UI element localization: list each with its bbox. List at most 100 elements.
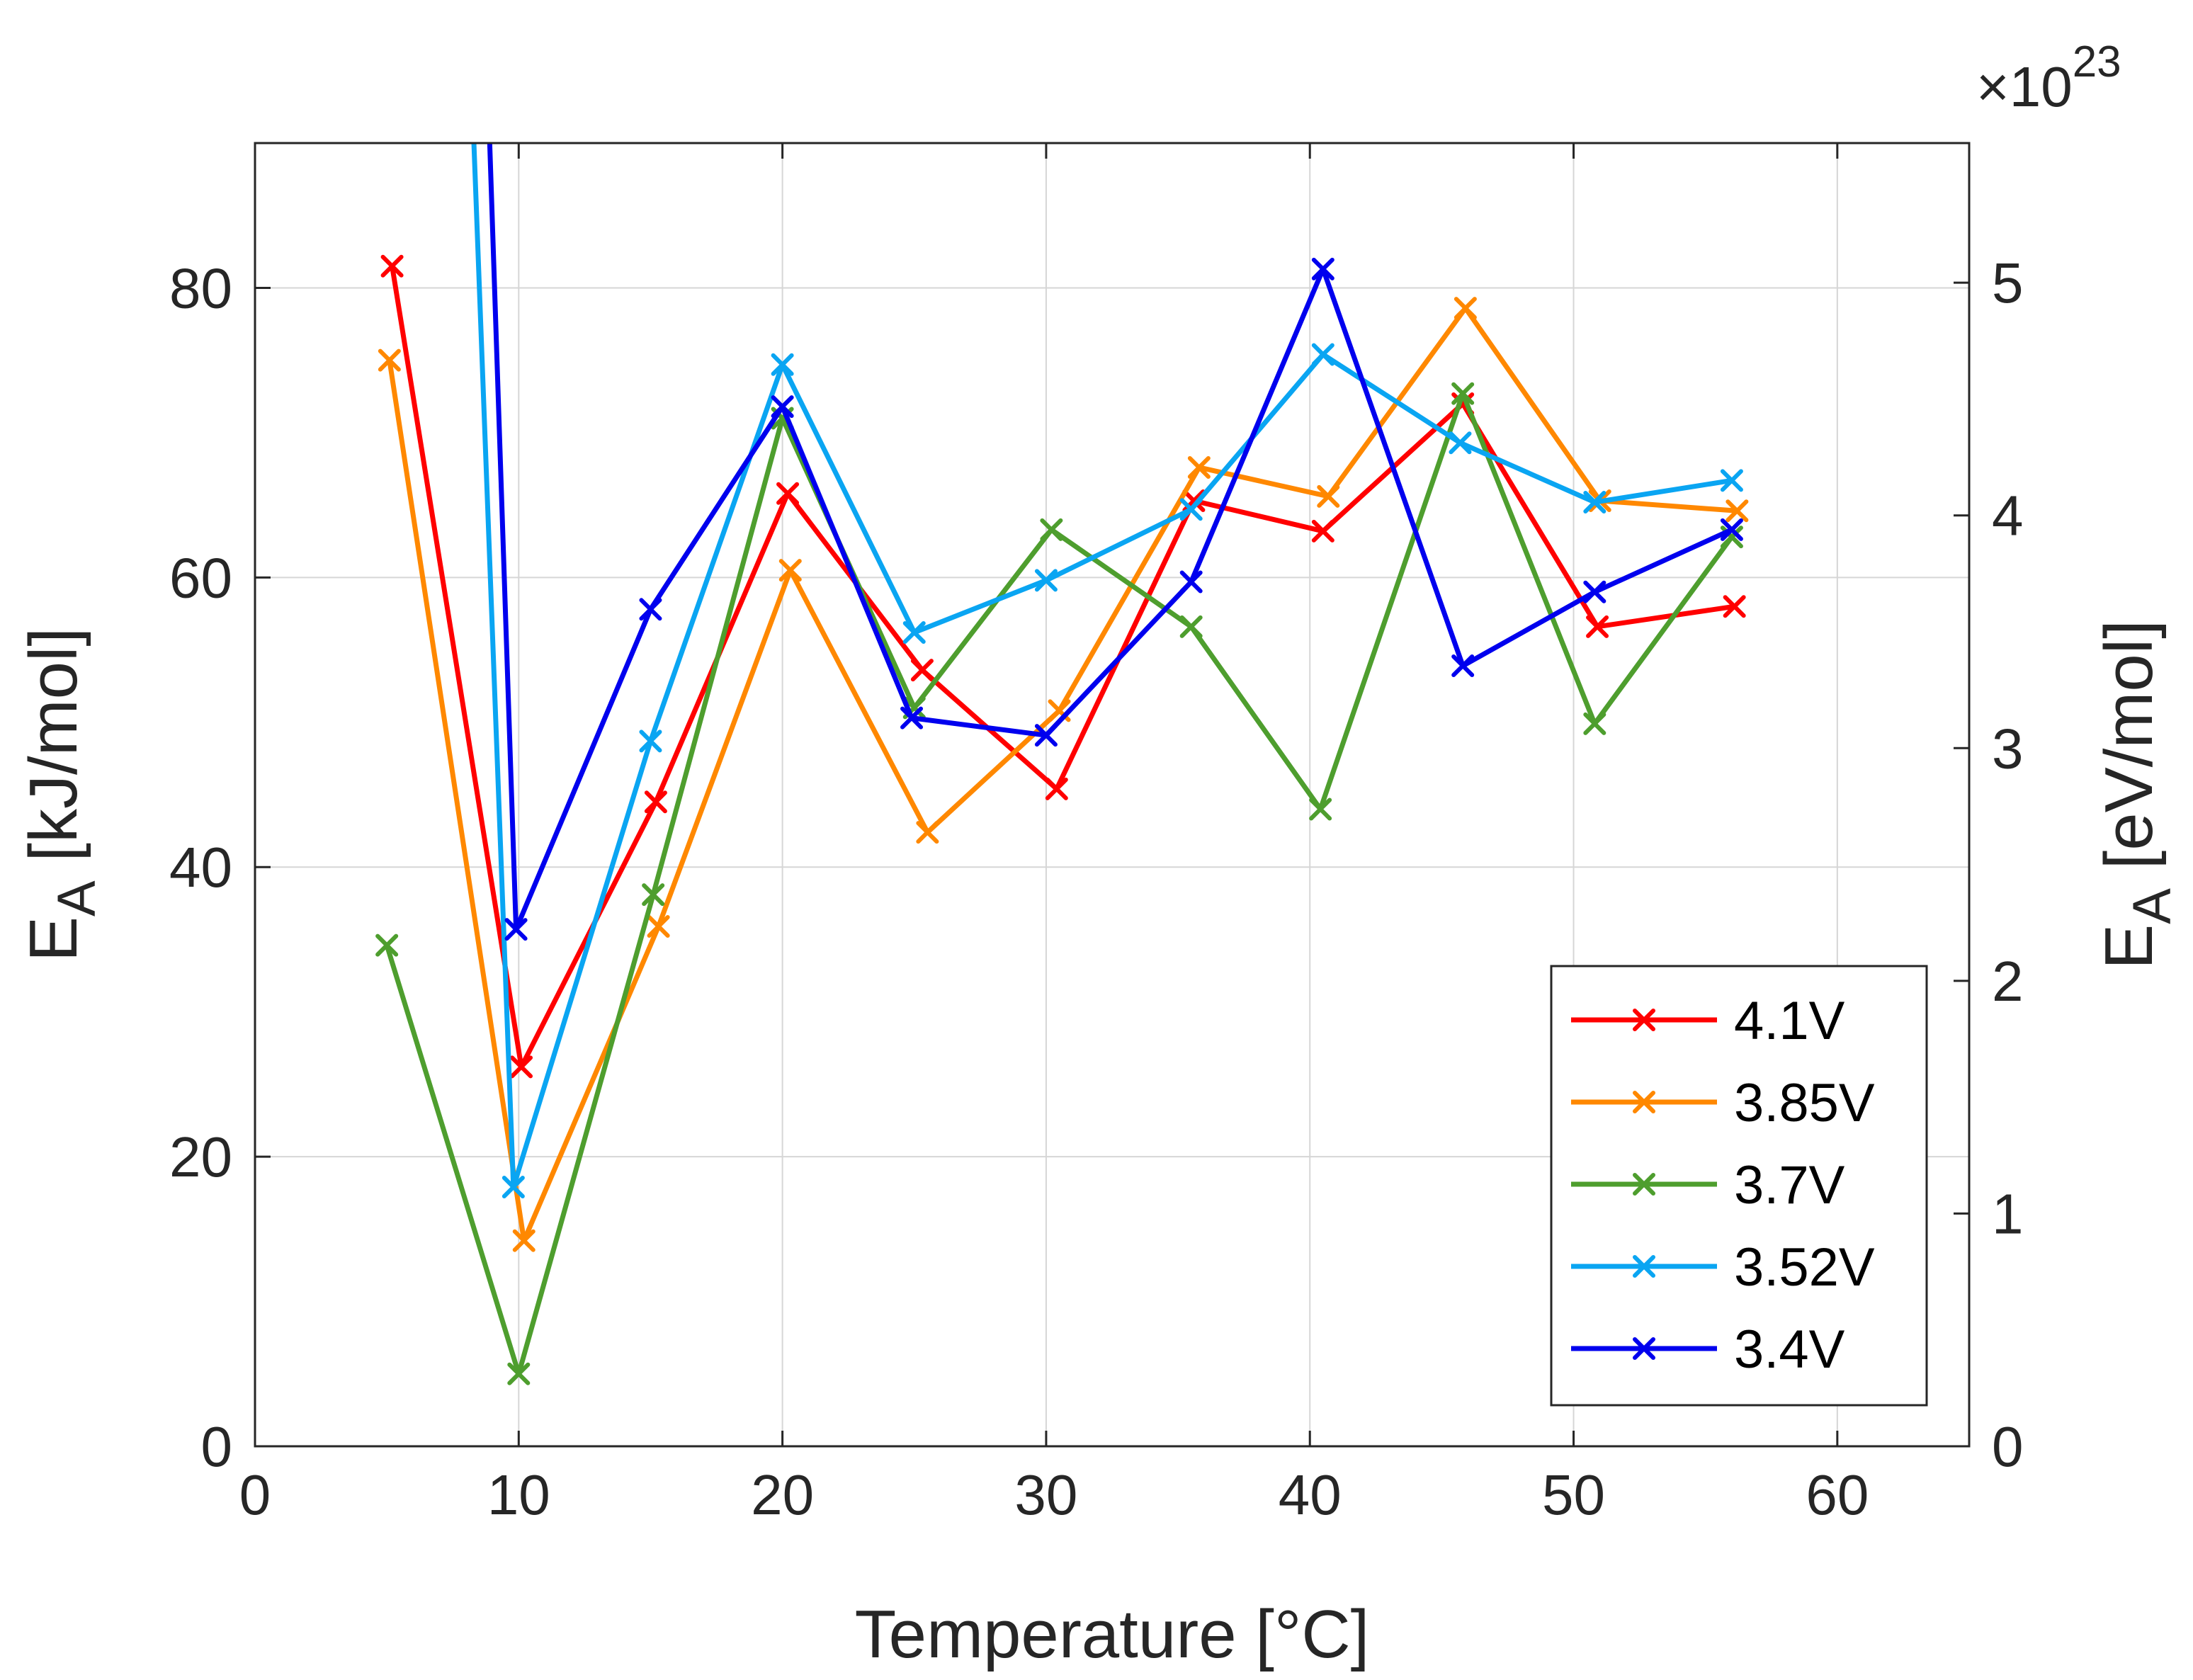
y2-tick-label: 2 — [1992, 950, 2024, 1013]
y-axis-title: EA [kJ/mol] — [16, 628, 107, 962]
grid — [255, 143, 1969, 1446]
data-point-3-85v — [647, 915, 670, 938]
legend-marker-3-52v — [1633, 1255, 1655, 1278]
legend-marker-3-7v — [1633, 1173, 1655, 1196]
legend-marker-3-85v — [1633, 1091, 1655, 1113]
y2-axis-title-main: E — [2091, 924, 2167, 970]
data-point-4-1v — [380, 254, 404, 278]
y-axis-title-main: E — [16, 916, 91, 962]
data-point-3-52v — [1720, 469, 1743, 492]
y2-multiplier-prefix: ×10 — [1976, 55, 2073, 118]
data-point-3-4v — [1720, 518, 1743, 541]
data-point-3-4v — [1451, 654, 1475, 678]
data-point-4-1v — [1586, 615, 1609, 638]
data-point-3-4v — [1311, 257, 1334, 280]
y2-tick-label: 5 — [1992, 251, 2024, 314]
data-point-3-7v — [642, 883, 665, 907]
y2-tick-label: 3 — [1992, 717, 2024, 780]
data-point-3-4v — [771, 395, 794, 419]
y2-tick-label: 0 — [1992, 1415, 2024, 1478]
y-tick-label: 60 — [169, 546, 232, 609]
y-axis-title-unit: [kJ/mol] — [16, 628, 91, 880]
y2-axis-multiplier: ×1023 — [1976, 38, 2121, 118]
data-point-3-85v — [1187, 455, 1211, 479]
legend-item-3-7v[interactable]: 3.7V — [1571, 1155, 1845, 1215]
y2-axis-title-unit: [eV/mol] — [2091, 620, 2167, 888]
legend[interactable]: 4.1V 3.85V 3.7V 3.52V 3.4V — [1550, 965, 1928, 1407]
legend-item-3-85v[interactable]: 3.85V — [1571, 1073, 1875, 1133]
y2-tick-label: 1 — [1992, 1182, 2024, 1245]
legend-item-4-1v[interactable]: 4.1V — [1571, 991, 1845, 1051]
series-3-4v — [487, 143, 1743, 941]
series-3-7v — [375, 382, 1743, 1385]
data-point-3-52v — [1449, 431, 1472, 455]
series-4-1v — [380, 254, 1746, 1079]
legend-item-3-4v[interactable]: 3.4V — [1571, 1319, 1845, 1380]
data-point-3-7v — [375, 933, 399, 957]
data-point-3-4v — [1179, 570, 1203, 594]
data-point-3-4v — [1034, 724, 1058, 747]
x-tick-label: 60 — [1806, 1463, 1869, 1526]
data-point-3-7v — [1583, 712, 1606, 735]
legend-marker-3-4v — [1633, 1337, 1655, 1360]
data-point-3-85v — [1454, 297, 1477, 320]
legend-label-3-52v: 3.52V — [1734, 1237, 1875, 1298]
series-3-52v — [471, 143, 1743, 1199]
data-point-4-1v — [910, 659, 934, 682]
legend-label-3-4v: 3.4V — [1734, 1319, 1845, 1380]
data-point-3-7v — [1309, 798, 1332, 821]
x-axis-title: Temperature [°C] — [855, 1596, 1370, 1672]
legend-marker-4-1v — [1633, 1009, 1655, 1031]
data-point-3-85v — [1726, 499, 1749, 523]
legend-label-3-7v: 3.7V — [1734, 1155, 1845, 1215]
data-point-3-4v — [1583, 580, 1606, 603]
data-point-3-7v — [1179, 615, 1203, 638]
data-point-4-1v — [1311, 519, 1334, 543]
data-point-3-4v — [639, 598, 662, 621]
x-tick-label: 10 — [487, 1463, 550, 1526]
data-point-3-85v — [916, 821, 939, 844]
data-point-3-52v — [1583, 491, 1606, 514]
data-point-3-52v — [1179, 498, 1203, 521]
data-point-3-52v — [502, 1176, 525, 1199]
data-point-4-1v — [1045, 777, 1068, 800]
data-point-3-52v — [902, 621, 926, 645]
data-point-4-1v — [776, 482, 800, 505]
x-tick-label: 20 — [751, 1463, 814, 1526]
data-point-3-85v — [1317, 484, 1340, 508]
data-point-3-85v — [512, 1229, 536, 1252]
svg-text:EA [kJ/mol]: EA [kJ/mol] — [16, 628, 107, 962]
svg-text:EA [eV/mol]: EA [eV/mol] — [2091, 620, 2182, 970]
plot-area-frame — [254, 142, 1971, 1448]
y-tick-label: 0 — [201, 1415, 233, 1478]
y2-tick-label: 4 — [1992, 484, 2024, 547]
x-axis-ticks: 0 10 20 30 40 50 60 — [239, 143, 1869, 1526]
data-point-3-52v — [1034, 569, 1058, 592]
legend-label-4-1v: 4.1V — [1734, 991, 1845, 1051]
x-tick-label: 40 — [1279, 1463, 1342, 1526]
data-point-4-1v — [510, 1055, 533, 1079]
data-point-3-52v — [1311, 343, 1334, 366]
data-point-3-7v — [1040, 518, 1063, 541]
y-tick-label: 80 — [169, 256, 232, 319]
x-tick-label: 0 — [239, 1463, 271, 1526]
y-axis-ticks: 0 20 40 60 80 — [169, 256, 271, 1478]
y-tick-label: 40 — [169, 836, 232, 899]
data-point-3-52v — [771, 353, 794, 376]
legend-label-3-85v: 3.85V — [1734, 1073, 1875, 1133]
x-tick-label: 50 — [1542, 1463, 1605, 1526]
y2-axis-title-sub: A — [2122, 888, 2182, 924]
data-point-3-4v — [504, 918, 528, 941]
data-point-3-52v — [639, 730, 662, 753]
y-tick-label: 20 — [169, 1125, 232, 1188]
y2-axis-title: EA [eV/mol] — [2091, 620, 2182, 970]
data-point-3-7v — [1451, 382, 1475, 405]
data-point-3-85v — [378, 348, 401, 372]
series-layer — [375, 143, 1749, 1385]
data-point-4-1v — [1723, 595, 1746, 618]
legend-item-3-52v[interactable]: 3.52V — [1571, 1237, 1875, 1298]
y-axis-title-sub: A — [47, 880, 107, 916]
data-point-3-4v — [900, 706, 924, 730]
